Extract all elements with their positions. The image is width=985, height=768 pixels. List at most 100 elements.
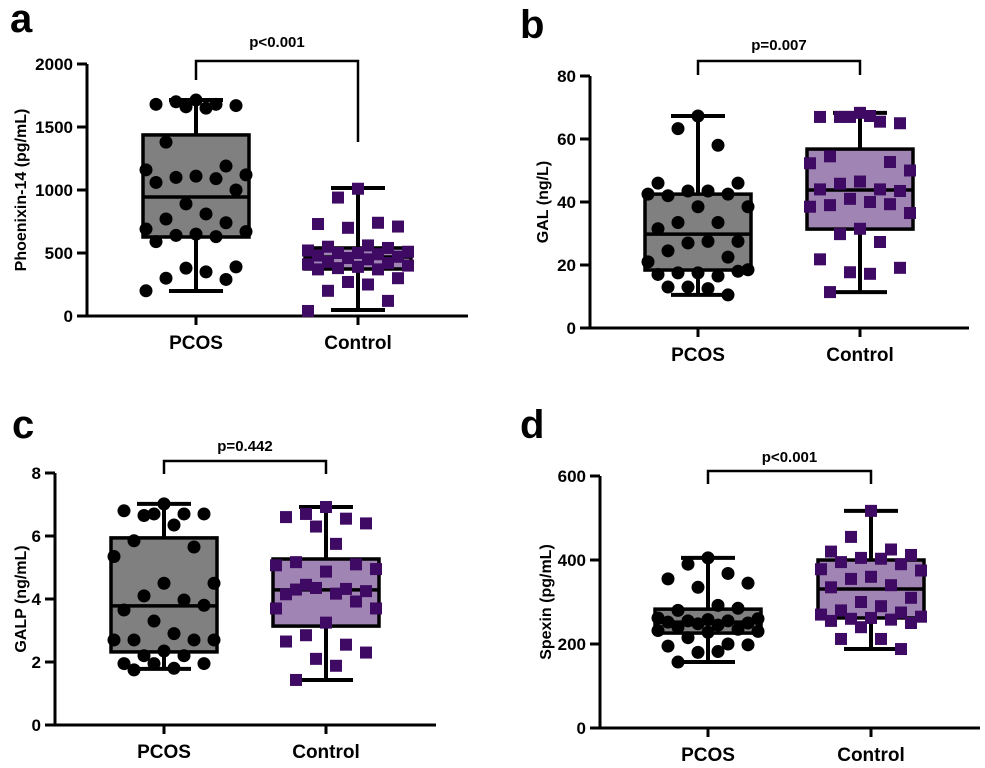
data-point [372,248,384,261]
data-point [854,175,866,188]
data-point [804,200,816,213]
data-point [845,572,857,585]
data-point [219,216,233,230]
data-point [362,278,374,291]
data-point [197,657,211,671]
data-point [149,175,163,189]
data-point [815,563,827,576]
data-point [199,207,213,221]
data-point [117,657,131,671]
data-point [370,563,382,576]
data-point [855,596,867,608]
data-point [825,545,837,558]
data-point [169,95,183,109]
data-point [302,304,314,317]
data-point [874,115,886,128]
data-point [179,261,193,275]
data-point [915,564,927,577]
data-point [741,263,755,277]
data-point [177,649,191,663]
data-point [209,230,223,244]
significance-bracket [706,469,873,484]
data-point [147,507,161,521]
y-tick-label: 0 [32,716,41,735]
significance-bracket [162,459,328,474]
data-point [721,614,735,628]
data-point [671,266,685,280]
data-point [731,264,745,278]
x-tick-label: PCOS [671,345,725,366]
y-tick-label: 200 [558,635,586,654]
data-point [320,565,332,578]
data-point [751,624,765,638]
data-point [322,240,334,253]
data-point [149,235,163,249]
data-point [824,150,836,163]
data-point [834,177,846,190]
data-point [825,581,837,594]
x-tick-label: PCOS [169,333,223,354]
data-point [127,663,141,677]
y-tick-label: 1000 [35,181,73,200]
data-point [711,215,725,229]
data-point [855,551,867,564]
data-point [741,616,755,630]
x-tick-label: Control [292,742,360,763]
data-point [370,602,382,615]
data-point [864,110,876,123]
data-point [845,612,857,625]
y-tick-label: 40 [557,193,576,212]
data-point [731,622,745,636]
data-point [342,275,354,288]
data-point [844,266,856,279]
data-point [147,614,161,628]
data-point [651,611,665,625]
data-point [814,183,826,196]
data-point [159,271,173,285]
data-point [189,227,203,241]
data-point [884,198,896,211]
x-tick-label: PCOS [681,745,735,766]
data-point [671,620,685,634]
data-point [127,534,141,548]
data-point [681,557,695,571]
data-point [229,183,243,197]
data-point [300,578,312,591]
data-point [330,659,342,672]
data-point [804,157,816,170]
y-tick-label: 0 [64,307,73,326]
data-point [137,509,151,523]
data-point [312,218,324,231]
data-point [312,263,324,276]
data-point [865,504,877,517]
data-point [671,122,685,136]
y-tick-label: 0 [577,719,586,738]
data-point [875,632,887,645]
data-point [875,552,887,565]
data-point [691,200,705,214]
data-point [641,255,655,269]
panel-letter: b [520,3,544,47]
data-point [290,583,302,596]
data-point [177,507,191,521]
data-point [845,530,857,543]
box-series-control [815,504,927,656]
data-point [741,638,755,652]
data-point [167,518,181,532]
data-point [117,603,131,617]
data-point [107,633,121,647]
data-point [310,652,322,665]
y-axis-title: Spexin (pg/mL) [538,544,555,660]
y-tick-label: 6 [32,527,41,546]
data-point [711,598,725,612]
data-point [661,280,675,294]
data-point [661,189,675,203]
data-point [187,540,201,554]
x-tick-label: Control [837,745,905,766]
data-point [189,169,203,183]
data-point [300,629,312,642]
data-point [671,655,685,669]
p-value-label: p=0.442 [217,438,272,455]
data-point [270,559,282,572]
box-series-control [270,501,382,686]
